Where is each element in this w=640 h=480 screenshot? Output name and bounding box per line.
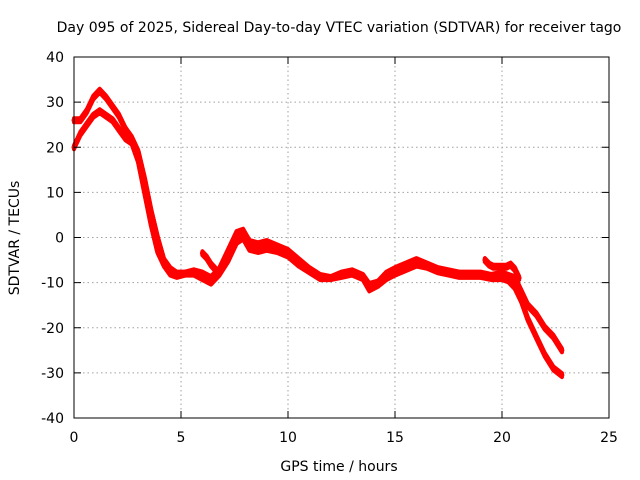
y-tick-label: -40 <box>41 411 64 427</box>
y-tick-label: -30 <box>41 366 64 382</box>
chart-title: Day 095 of 2025, Sidereal Day-to-day VTE… <box>57 20 622 36</box>
y-tick-label: 30 <box>46 95 64 111</box>
x-axis-label: GPS time / hours <box>280 459 397 475</box>
series-band-upper <box>72 107 564 376</box>
x-tick-label: 20 <box>493 430 511 446</box>
y-tick-label: -20 <box>41 321 64 337</box>
series-layer <box>71 86 565 380</box>
x-tick-label: 5 <box>177 430 186 446</box>
x-tick-label: 10 <box>279 430 297 446</box>
axis-ticks <box>73 56 610 419</box>
x-tick-label: 25 <box>600 430 618 446</box>
x-tick-label: 0 <box>70 430 79 446</box>
y-tick-label: 10 <box>46 185 64 201</box>
tick-labels: 0 5 10 15 20 25 -40 -30 -20 -10 0 10 20 30 40 <box>41 50 618 446</box>
series-trace-c <box>482 257 522 281</box>
series-trace-b <box>71 108 565 378</box>
series-band-upper <box>72 86 564 351</box>
y-axis-label: SDTVAR / TECUs <box>7 181 23 296</box>
y-tick-label: 40 <box>46 50 64 66</box>
y-tick-label: 0 <box>55 231 64 247</box>
series-trace-d <box>199 250 218 272</box>
y-tick-label: -10 <box>41 276 64 292</box>
series-band-lower <box>72 111 564 380</box>
series-trace-a <box>71 88 565 353</box>
y-tick-label: 20 <box>46 140 64 156</box>
series-band-lower <box>72 90 564 355</box>
x-tick-label: 15 <box>386 430 404 446</box>
